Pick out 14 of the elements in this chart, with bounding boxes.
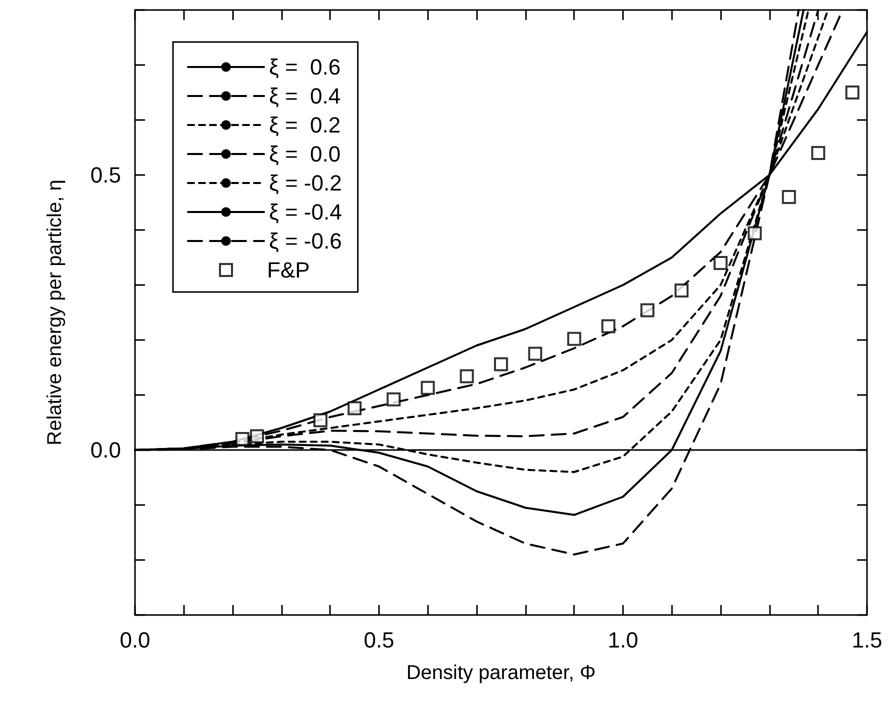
x-tick-label: 1.0 — [608, 628, 638, 652]
legend-label: F&P — [267, 258, 310, 282]
x-tick-label: 0.5 — [364, 628, 394, 652]
legend-label: ξ = 0.0 — [269, 142, 341, 166]
legend-label: ξ = 0.4 — [269, 84, 341, 108]
legend-label: ξ = 0.6 — [269, 54, 341, 80]
x-axis-title: Density parameter, Φ — [406, 662, 596, 684]
x-tick-label: 1.5 — [852, 628, 882, 652]
legend-label: ξ = 0.2 — [269, 112, 341, 138]
legend-label: ξ = -0.4 — [269, 200, 342, 224]
legend-label: ξ = -0.2 — [269, 170, 342, 196]
legend-label: ξ = -0.6 — [269, 228, 342, 254]
x-tick-label: 0.0 — [120, 628, 150, 652]
y-axis-title: Relative energy per particle, η — [44, 180, 66, 446]
